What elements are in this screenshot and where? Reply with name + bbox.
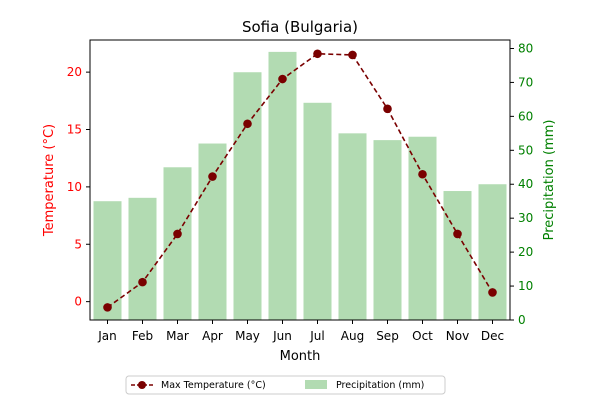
legend-temperature-label: Max Temperature (°C): [161, 380, 266, 391]
left-axis-ticks: 0 5 10 15 20: [67, 65, 90, 309]
plot-frame: [89, 39, 511, 321]
temperature-line: [103, 49, 497, 312]
right-tick-label: 20: [518, 245, 533, 259]
precip-bar-apr: [198, 143, 227, 320]
right-tick-label: 40: [518, 177, 533, 191]
precip-bar-feb: [128, 197, 157, 320]
left-tick-label: 20: [67, 65, 82, 79]
legend-box: [125, 375, 446, 395]
x-tick-label: Nov: [446, 329, 469, 343]
x-tick-label: Apr: [202, 329, 223, 343]
precip-bar-mar: [163, 167, 192, 320]
x-tick-label: Sep: [376, 329, 399, 343]
x-tick-label: Jan: [97, 329, 117, 343]
right-axis-ticks: 0 10 20 30 40 50 60 70 80: [510, 41, 533, 327]
precip-bar-sep: [373, 140, 402, 320]
x-tick-label: Oct: [412, 329, 433, 343]
legend-temperature-marker: [138, 381, 146, 389]
temp-point-apr: [208, 172, 217, 181]
legend-precipitation-label: Precipitation (mm): [336, 380, 424, 391]
temp-point-oct: [418, 169, 427, 179]
temp-point-aug: [348, 50, 357, 60]
precip-bar-oct: [408, 136, 437, 320]
right-axis-label: Precipitation (mm): [542, 120, 557, 241]
x-tick-label: Aug: [341, 329, 364, 343]
temp-point-jul: [313, 49, 322, 59]
left-tick-label: 10: [67, 180, 82, 194]
temp-point-jan: [103, 303, 112, 312]
precip-bar-jun: [268, 51, 297, 321]
precipitation-bars: [93, 51, 507, 321]
precip-bar-jul: [303, 102, 332, 321]
x-tick-label: Mar: [166, 329, 189, 343]
precip-bar-jan: [93, 201, 122, 320]
x-tick-label: Jul: [309, 329, 324, 343]
temp-point-dec: [488, 288, 497, 297]
x-axis-label: Month: [280, 349, 321, 364]
temp-point-may: [243, 119, 252, 129]
legend-precipitation-swatch: [305, 380, 327, 389]
legend: Max Temperature (°C) Precipitation (mm): [125, 375, 446, 395]
right-tick-label: 80: [518, 41, 533, 55]
left-axis-label: Temperature (°C): [42, 124, 57, 237]
x-tick-label: Dec: [481, 329, 504, 343]
precip-bar-may: [233, 72, 262, 320]
x-tick-label: Jun: [272, 329, 292, 343]
left-tick-label: 15: [67, 123, 82, 137]
x-tick-label: May: [235, 329, 260, 343]
left-tick-label: 5: [74, 237, 82, 251]
precip-bar-aug: [338, 133, 367, 320]
precip-bar-dec: [478, 184, 507, 320]
right-tick-label: 60: [518, 109, 533, 123]
temp-point-nov: [453, 229, 462, 239]
temperature-series-line: [107, 52, 494, 309]
right-tick-label: 0: [518, 313, 526, 327]
x-axis-ticks: Jan Feb Mar Apr May Jun Jul Aug Sep Oct Nov Dec: [97, 320, 504, 343]
right-tick-label: 70: [518, 75, 533, 89]
left-tick-label: 0: [74, 295, 82, 309]
temp-point-mar: [173, 229, 182, 239]
right-tick-label: 10: [518, 279, 533, 293]
x-tick-label: Feb: [132, 329, 153, 343]
precip-bar-nov: [443, 191, 472, 320]
chart-title: Sofia (Bulgaria): [242, 18, 358, 36]
temp-point-jun: [278, 74, 287, 84]
temp-point-feb: [138, 277, 147, 287]
right-tick-label: 50: [518, 143, 533, 157]
right-tick-label: 30: [518, 211, 533, 225]
temp-point-sep: [383, 104, 392, 114]
